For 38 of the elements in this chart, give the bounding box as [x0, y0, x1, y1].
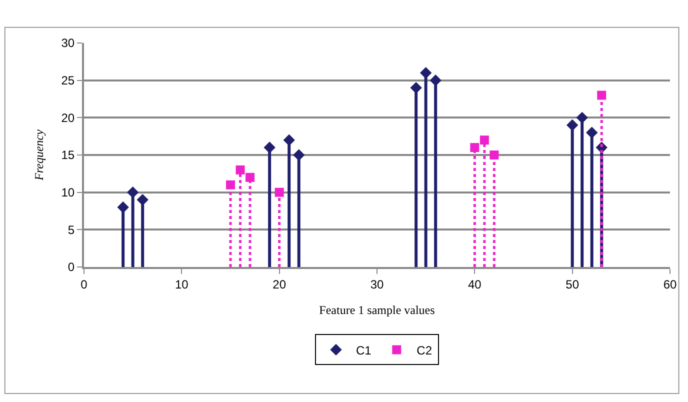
point	[274, 188, 284, 197]
point	[293, 149, 305, 161]
point	[236, 165, 245, 174]
point	[226, 180, 235, 190]
point	[597, 90, 606, 100]
legend-label: C1	[356, 343, 372, 358]
point	[126, 186, 139, 198]
point	[490, 150, 499, 160]
y-tick-label: 20	[61, 110, 75, 125]
point	[283, 134, 295, 146]
y-tick-label: 0	[68, 260, 75, 274]
x-axis-title: Feature 1 sample values	[319, 302, 436, 317]
point	[576, 112, 588, 124]
y-axis-title: Frequency	[32, 128, 46, 182]
point	[420, 67, 432, 79]
point	[566, 119, 578, 131]
y-tick-label: 15	[61, 148, 75, 162]
y-tick-label: 25	[61, 74, 75, 88]
point	[480, 136, 489, 145]
x-tick-label: 40	[468, 277, 482, 292]
point	[117, 201, 129, 214]
point	[586, 126, 598, 138]
point	[410, 82, 422, 94]
y-tick-label: 10	[61, 186, 75, 200]
point	[430, 74, 442, 86]
point	[264, 142, 276, 154]
x-tick-label: 0	[80, 277, 88, 292]
y-tick-label: 30	[61, 36, 75, 50]
x-tick-label: 30	[370, 277, 384, 292]
point	[136, 194, 148, 206]
point	[470, 143, 480, 152]
x-tick-label: 20	[272, 277, 286, 292]
legend-label: C2	[416, 343, 432, 358]
x-tick-label: 50	[566, 277, 580, 292]
point	[246, 172, 255, 182]
x-tick-label: 60	[663, 277, 677, 292]
y-tick-label: 5	[68, 222, 75, 237]
x-tick-label: 10	[174, 277, 189, 292]
